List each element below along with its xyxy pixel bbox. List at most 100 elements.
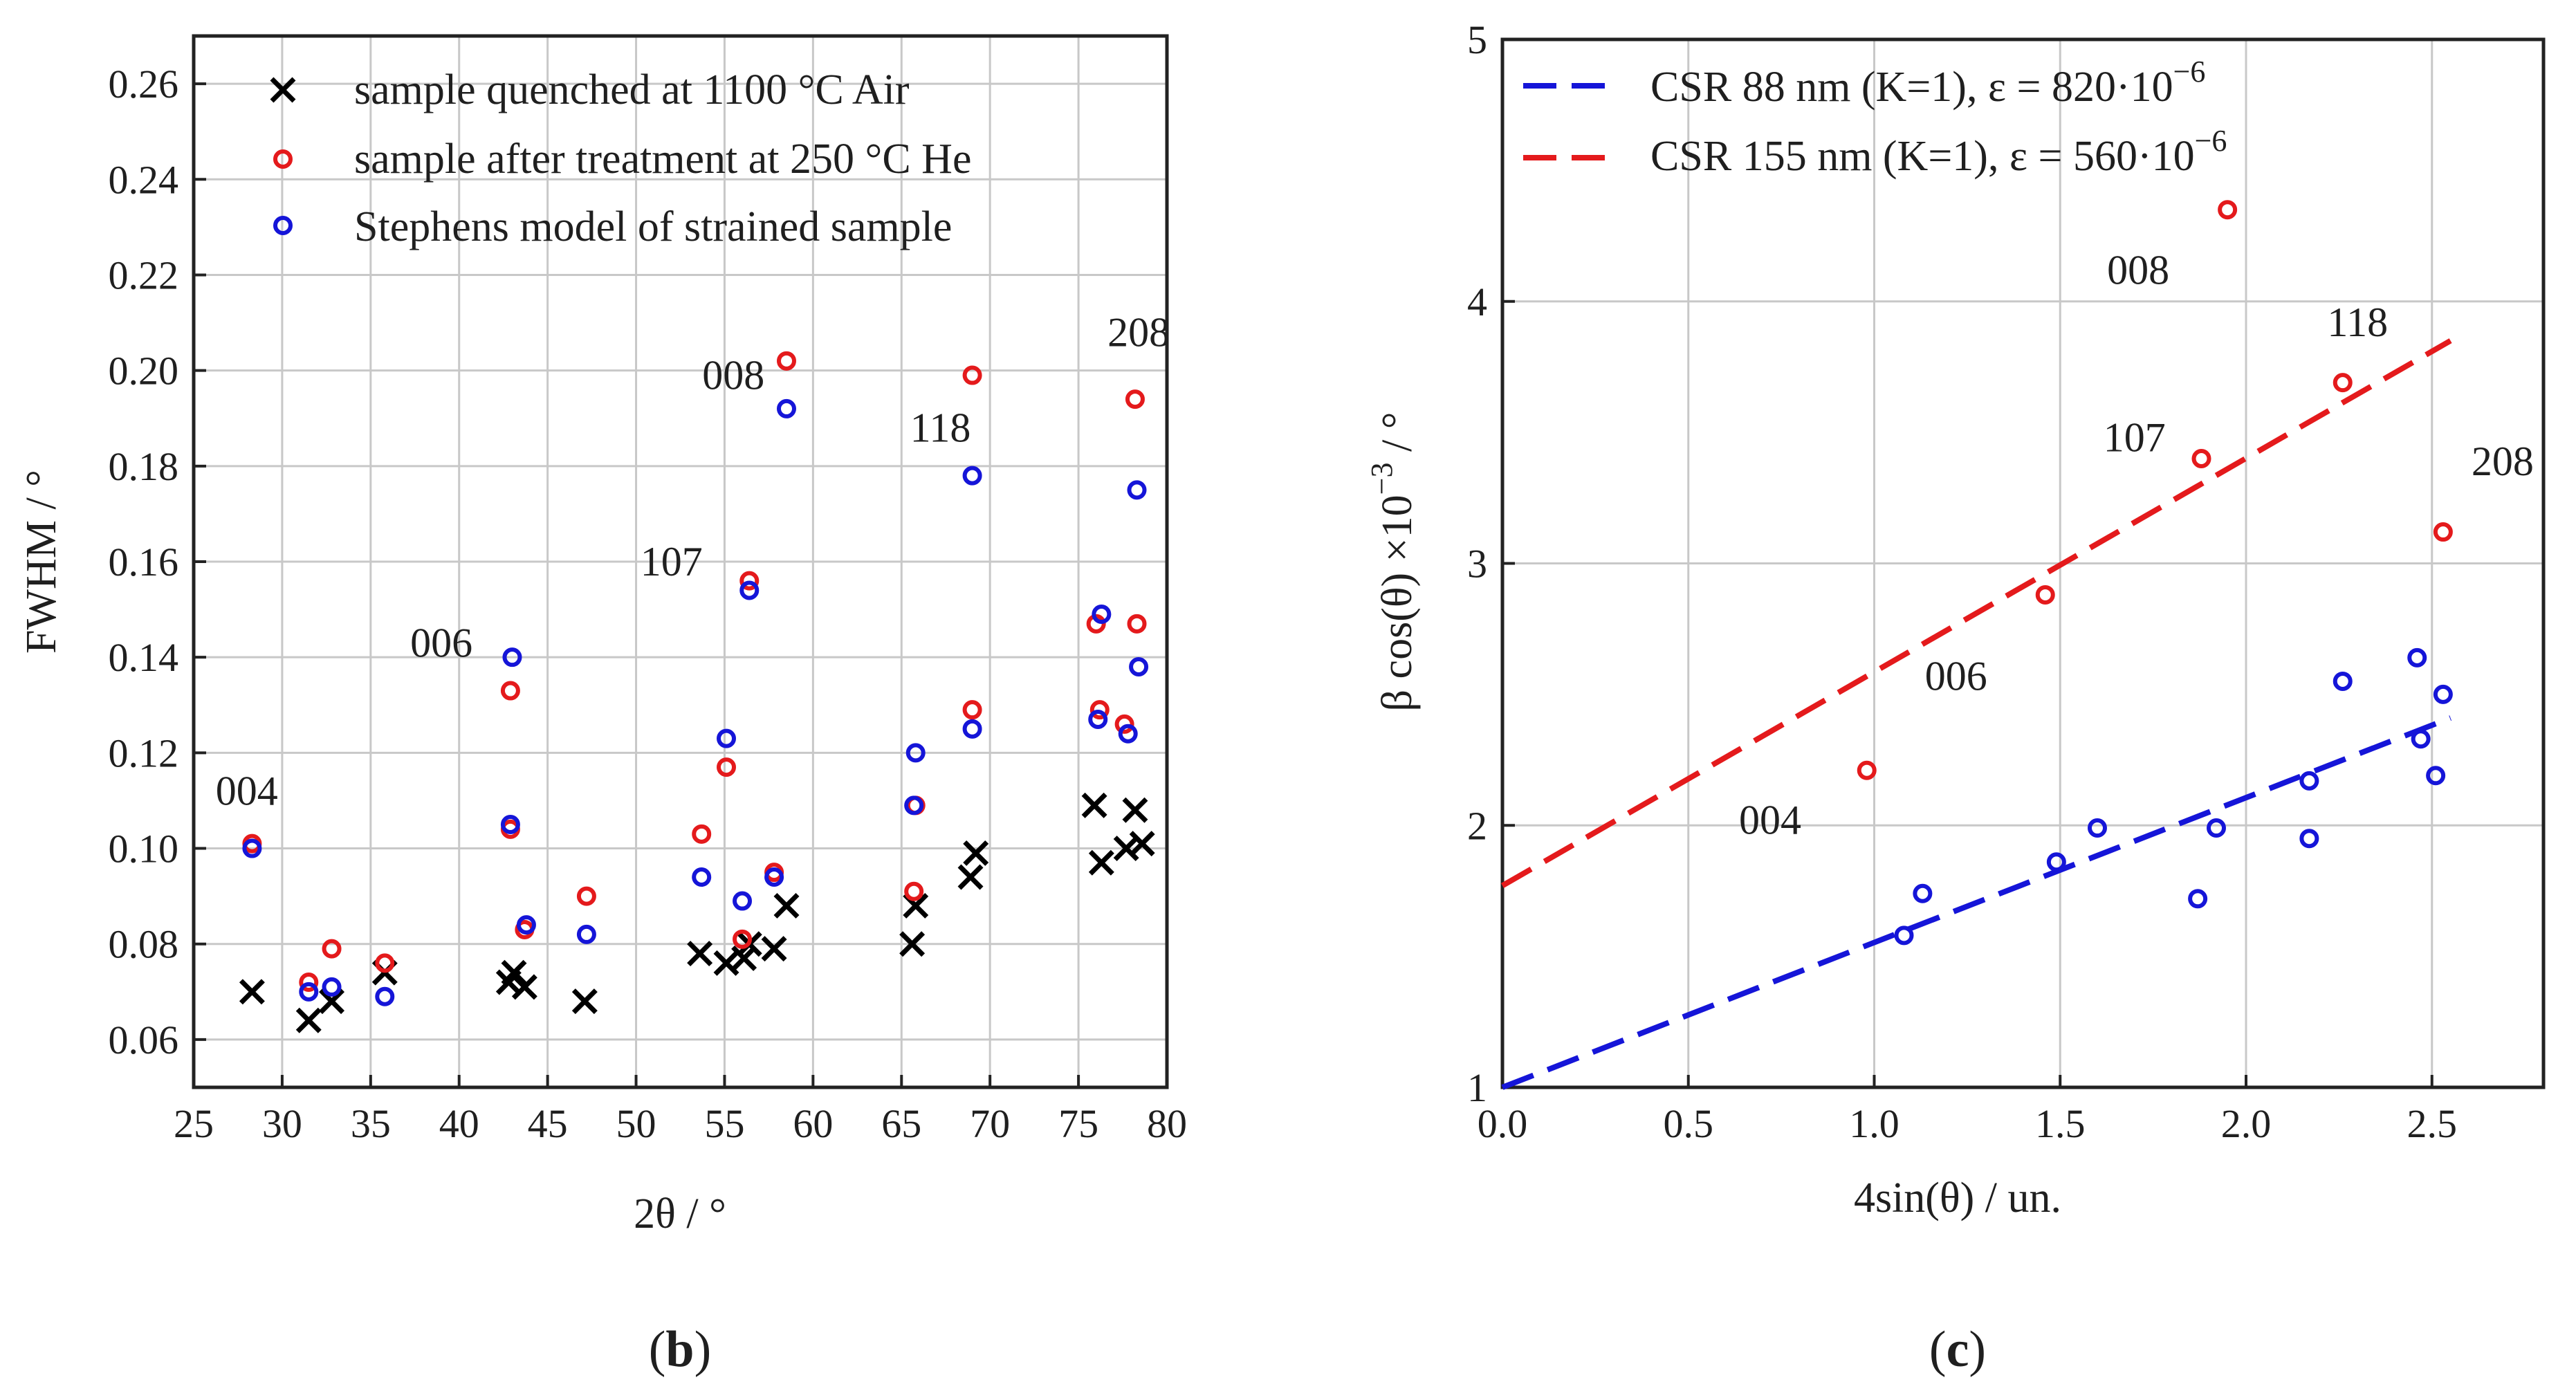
legend-label-treated: sample after treatment at 250 °C He bbox=[354, 136, 971, 183]
panel-b-peak-label-006: 006 bbox=[410, 620, 472, 665]
quenched-point-marker bbox=[1129, 831, 1155, 857]
panel-b-legend: sample quenched at 1100 °C Air sample af… bbox=[270, 66, 971, 250]
wh-model-point-marker bbox=[1913, 883, 1933, 903]
wh-model-point-marker bbox=[2333, 671, 2353, 691]
model-point-marker bbox=[502, 647, 522, 667]
model-point-marker bbox=[1118, 724, 1138, 744]
model-point-marker bbox=[576, 924, 596, 944]
quenched-point-marker bbox=[295, 1007, 322, 1033]
model-point-marker bbox=[516, 915, 536, 935]
quenched-point-marker bbox=[511, 974, 537, 1000]
panel-c-y-tick-label: 1 bbox=[1467, 1065, 1487, 1110]
legend-marker-treated bbox=[273, 149, 293, 169]
panel-b-grid bbox=[194, 36, 1167, 1087]
model-point-marker bbox=[962, 466, 982, 486]
treated-point-marker bbox=[299, 973, 319, 992]
panel-c-y-tick-label: 3 bbox=[1467, 542, 1487, 587]
panel-b-x-tick-label: 30 bbox=[262, 1101, 302, 1146]
wh-model-point-marker bbox=[2411, 729, 2431, 749]
panel-c-x-tick-label: 1.0 bbox=[1849, 1101, 1899, 1146]
panel-c-peak-label-118: 118 bbox=[2327, 300, 2388, 345]
panel-b-label: (b) bbox=[649, 1321, 711, 1378]
panel-c-williamson-hall-chart: 0.0 0.5 1.0 1.5 2.0 2.5 1 2 3 4 5 004 006 107 008 118 2… bbox=[1365, 17, 2546, 1378]
treated-point-marker bbox=[717, 757, 737, 777]
quenched-point-marker bbox=[501, 959, 527, 986]
model-point-marker bbox=[299, 982, 319, 1002]
panel-b-y-tick-label: 0.26 bbox=[109, 62, 179, 107]
model-point-marker bbox=[375, 986, 395, 1006]
wh-model-point-marker bbox=[2299, 771, 2319, 791]
wh-treated-point-marker bbox=[1857, 760, 1877, 780]
panel-c-x-axis-title: 4sin(θ) / un. bbox=[1854, 1174, 2061, 1222]
panel-b-x-tick-label: 75 bbox=[1058, 1101, 1098, 1146]
panel-b-fwhm-chart: 25 30 35 40 45 50 55 60 65 70 75 80 0.06 0.08 0.10 0.12… bbox=[18, 34, 1187, 1378]
model-point-marker bbox=[500, 815, 520, 834]
wh-treated-point-marker bbox=[2191, 449, 2211, 468]
legend-marker-model bbox=[273, 216, 293, 235]
panel-c-x-tick-label: 0.0 bbox=[1478, 1101, 1528, 1146]
quenched-point-marker bbox=[957, 864, 984, 890]
treated-point-marker bbox=[1114, 714, 1134, 734]
wh-model-point-marker bbox=[2433, 684, 2453, 704]
model-point-marker bbox=[692, 867, 712, 887]
panel-b-x-tick-label: 40 bbox=[439, 1101, 479, 1146]
wh-model-point-marker bbox=[2207, 818, 2226, 838]
model-point-marker bbox=[904, 795, 924, 816]
panel-c-peak-label-004: 004 bbox=[1739, 798, 1801, 843]
model-point-marker bbox=[905, 743, 926, 763]
panel-b-letter: b bbox=[665, 1321, 694, 1378]
panel-b-x-tick-label: 35 bbox=[351, 1101, 391, 1146]
model-point-marker bbox=[1129, 657, 1149, 676]
model-point-marker bbox=[322, 977, 342, 997]
panel-b-x-tick-label: 80 bbox=[1147, 1101, 1187, 1146]
panel-b-y-tick-label: 0.16 bbox=[109, 540, 179, 584]
model-point-marker bbox=[1092, 605, 1112, 624]
panel-c-grid bbox=[1502, 39, 2543, 1087]
quenched-point-marker bbox=[1088, 849, 1114, 876]
panel-b-y-axis-title: FWHM / ° bbox=[18, 470, 65, 654]
panel-b-x-tick-label: 60 bbox=[793, 1101, 833, 1146]
treated-point-marker bbox=[1089, 700, 1110, 720]
wh-treated-point-marker bbox=[2035, 584, 2055, 605]
model-point-marker bbox=[1127, 480, 1147, 500]
quenched-point-marker bbox=[963, 840, 989, 866]
panel-c-peak-label-006: 006 bbox=[1925, 653, 1987, 699]
treated-point-marker bbox=[375, 953, 395, 973]
wh-treated-point-marker bbox=[2333, 373, 2353, 393]
panel-c-y-tick-label: 2 bbox=[1467, 803, 1487, 848]
panel-b-peak-label-004: 004 bbox=[216, 768, 278, 814]
panel-c-data-points bbox=[1857, 200, 2453, 946]
model-point-marker bbox=[739, 580, 760, 600]
panel-c-peak-label-208: 208 bbox=[2472, 439, 2534, 484]
panel-c-legend: CSR 88 nm (K=1), ε = 820·10−6 CSR 155 nm… bbox=[1523, 55, 2227, 180]
wh-model-point-marker bbox=[2046, 852, 2066, 872]
panel-c-x-tick-label: 2.0 bbox=[2221, 1101, 2272, 1146]
panel-b-y-tick-label: 0.12 bbox=[109, 730, 179, 775]
panel-c-peak-label-107: 107 bbox=[2104, 415, 2166, 461]
panel-c-x-tick-label: 1.5 bbox=[2035, 1101, 2086, 1146]
panel-b-y-tick-label: 0.10 bbox=[109, 827, 179, 872]
wh-model-point-marker bbox=[2407, 647, 2427, 667]
legend-label-blue-fit: CSR 88 nm (K=1), ε = 820·10−6 bbox=[1650, 55, 2205, 111]
quenched-point-marker bbox=[687, 941, 713, 967]
panel-b-x-tick-label: 25 bbox=[174, 1101, 214, 1146]
model-point-marker bbox=[717, 728, 737, 748]
panel-c-peak-labels: 004 006 107 008 118 208 bbox=[1739, 247, 2534, 842]
panel-b-x-tick-label: 45 bbox=[528, 1101, 568, 1146]
wh-treated-point-marker bbox=[2218, 200, 2238, 220]
treated-point-marker bbox=[962, 700, 982, 720]
quenched-point-marker bbox=[1113, 836, 1139, 862]
quenched-point-marker bbox=[899, 931, 926, 957]
panel-c-y-tick-label: 5 bbox=[1467, 17, 1487, 62]
legend-marker-quenched bbox=[270, 77, 296, 103]
panel-b-ticks bbox=[192, 82, 1168, 1087]
panel-c-label: (c) bbox=[1929, 1321, 1986, 1378]
model-point-marker bbox=[962, 719, 982, 739]
panel-b-x-tick-label: 55 bbox=[704, 1101, 744, 1146]
wh-model-point-marker bbox=[1894, 925, 1914, 946]
wh-model-point-marker bbox=[2299, 829, 2319, 849]
legend-label-red-fit: CSR 155 nm (K=1), ε = 560·10−6 bbox=[1650, 124, 2227, 180]
quenched-point-marker bbox=[239, 979, 265, 1005]
treated-point-marker bbox=[739, 571, 760, 591]
